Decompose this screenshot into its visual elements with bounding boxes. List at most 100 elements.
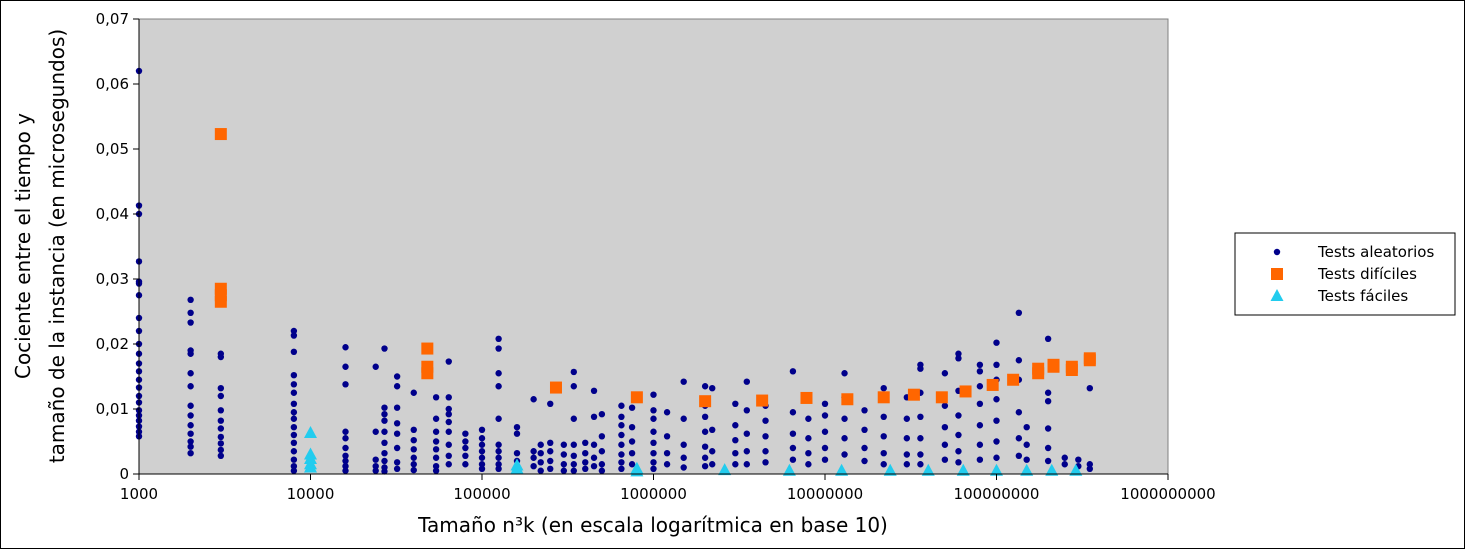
y-axis-title-line2: tamaño de la instancia (en microsegundos…	[45, 29, 69, 463]
x-axis-title: Tamaño n³k (en escala logarítmica en bas…	[417, 513, 888, 537]
series-1-circle-point	[393, 373, 401, 380]
series-1-circle-point	[495, 415, 502, 422]
series-1-circle-point	[570, 452, 578, 459]
x-tick-label: 1000000	[620, 485, 687, 503]
series-1-circle-point	[530, 454, 537, 461]
series-3-triangle-point	[630, 464, 644, 477]
series-1-circle-point	[805, 461, 812, 468]
series-1-circle-point	[432, 454, 440, 461]
series-1-circle-point	[628, 450, 636, 457]
series-1-circle-point	[880, 450, 887, 457]
series-1-circle-point	[821, 400, 829, 407]
series-2-square-point	[800, 391, 813, 404]
series-1-circle-point	[941, 456, 949, 463]
series-1-circle-point	[955, 355, 962, 362]
series-1-circle-point	[342, 381, 349, 388]
series-1-circle-point	[570, 368, 578, 376]
series-1-circle-point	[743, 448, 751, 455]
series-2-square-point	[1083, 354, 1096, 367]
series-1-circle-point	[618, 413, 625, 420]
series-1-circle-point	[618, 422, 625, 429]
series-1-circle-point	[732, 400, 739, 407]
series-1-circle-point	[955, 350, 962, 357]
series-1-circle-point	[570, 383, 578, 390]
series-1-circle-point	[993, 361, 1000, 368]
series-1-circle-point	[290, 431, 298, 439]
series-2-square-point	[549, 381, 562, 394]
series-1-circle-point	[445, 394, 452, 401]
series-1-circle-point	[393, 444, 401, 452]
series-1-circle-point	[880, 433, 887, 440]
series-1-circle-point	[478, 465, 486, 472]
series-1-circle-point	[861, 407, 868, 414]
series-1-circle-point	[582, 450, 589, 457]
series-1-circle-point	[381, 468, 388, 475]
series-1-circle-point	[381, 450, 388, 457]
series-1-circle-point	[570, 467, 578, 474]
x-tick-label: 100000	[453, 485, 510, 503]
series-1-circle-point	[342, 363, 349, 370]
series-1-circle-point	[993, 454, 1000, 461]
series-1-circle-point	[701, 413, 709, 420]
series-1-circle-point	[342, 444, 349, 452]
series-1-circle-point	[381, 428, 388, 435]
legend-label: Tests difíciles	[1317, 265, 1417, 283]
series-1-circle-point	[410, 389, 417, 396]
series-1-circle-point	[217, 433, 225, 441]
series-1-circle-point	[598, 433, 606, 440]
series-1-circle-point	[789, 409, 797, 416]
series-2-square-point	[935, 391, 948, 404]
series-1-circle-point	[393, 404, 401, 411]
series-1-circle-point	[290, 372, 298, 379]
series-1-circle-point	[650, 450, 657, 457]
series-1-circle-point	[393, 459, 401, 466]
series-1-circle-point	[1061, 454, 1068, 461]
series-1-circle-point	[290, 424, 298, 431]
series-2-square-point	[1047, 360, 1060, 373]
series-square-group	[214, 128, 1096, 408]
series-1-circle-point	[709, 448, 716, 455]
legend-label: Tests fáciles	[1317, 287, 1408, 305]
series-1-circle-point	[372, 463, 379, 470]
series-1-circle-point	[290, 439, 298, 446]
series-1-circle-point	[663, 461, 671, 468]
series-1-circle-point	[590, 441, 598, 448]
series-1-circle-point	[187, 350, 194, 357]
series-1-circle-point	[993, 339, 1000, 346]
series-1-circle-point	[432, 394, 440, 401]
series-1-circle-point	[732, 422, 739, 429]
series-1-circle-point	[187, 443, 194, 450]
series-1-circle-point	[917, 461, 924, 468]
series-1-circle-point	[821, 412, 829, 419]
series-1-circle-point	[462, 461, 469, 468]
series-1-circle-point	[903, 451, 911, 458]
series-1-circle-point	[789, 456, 797, 463]
series-1-circle-point	[941, 402, 949, 409]
series-1-circle-point	[941, 424, 949, 431]
series-3-triangle-point	[1020, 463, 1034, 476]
series-1-circle-point	[462, 430, 469, 437]
series-1-circle-point	[342, 452, 349, 459]
series-1-circle-point	[290, 467, 298, 474]
series-2-square-point	[421, 342, 434, 355]
series-1-circle-point	[187, 412, 194, 419]
series-1-circle-point	[598, 411, 606, 418]
series-1-circle-point	[582, 439, 589, 446]
series-1-circle-point	[547, 400, 554, 407]
series-1-circle-point	[941, 441, 949, 448]
series-1-circle-point	[821, 444, 829, 452]
series-1-circle-point	[393, 383, 401, 390]
series-1-circle-point	[993, 438, 1000, 445]
y-axis-ticks: 0 0,01 0,02 0,03 0,04 0,05 0,06 0,07	[96, 10, 139, 483]
series-2-square-point	[841, 393, 854, 406]
y-axis-title-line1: Cociente entre el tiempo y	[11, 113, 35, 379]
series-1-circle-point	[650, 428, 657, 435]
series-3-triangle-point	[718, 463, 732, 476]
series-1-circle-point	[342, 428, 349, 435]
series-1-circle-point	[1023, 424, 1030, 431]
series-1-circle-point	[861, 457, 868, 465]
series-1-circle-point	[290, 327, 298, 335]
y-tick-label: 0,06	[96, 75, 129, 93]
series-1-circle-point	[680, 464, 687, 471]
series-1-circle-point	[841, 415, 848, 422]
